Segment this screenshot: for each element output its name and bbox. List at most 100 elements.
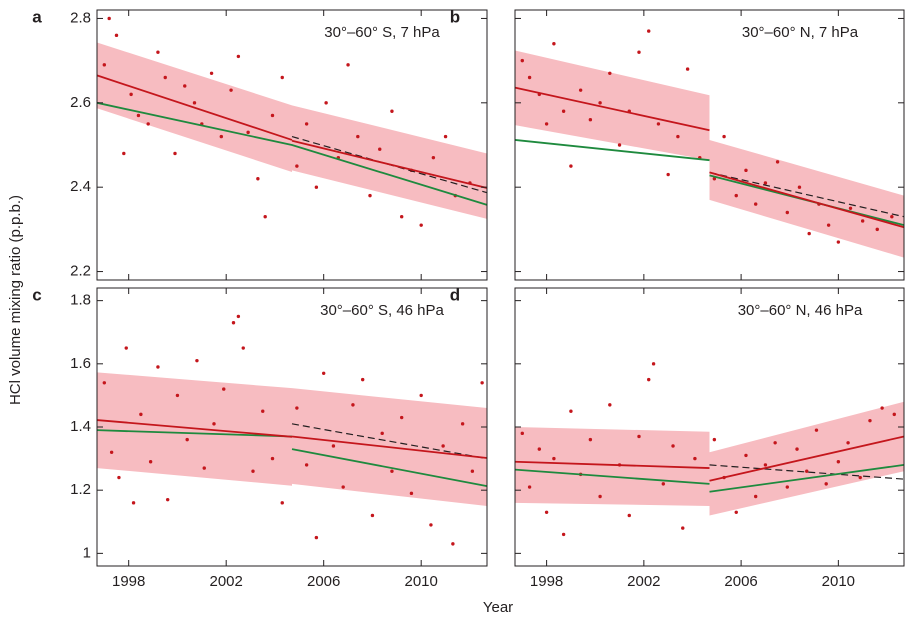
data-point [785, 210, 789, 215]
data-point [734, 193, 738, 198]
x-tick-label: 2002 [627, 573, 660, 590]
data-point [129, 92, 133, 97]
data-point [552, 42, 556, 46]
data-point [785, 485, 789, 489]
data-point [256, 177, 260, 181]
data-point [561, 532, 566, 537]
panel-title: 30°–60° N, 7 hPa [742, 24, 859, 41]
panel-title: 30°–60° S, 7 hPa [324, 24, 440, 41]
y-tick-label: 2.2 [70, 263, 91, 280]
data-point [693, 456, 697, 461]
data-point [321, 371, 326, 375]
x-tick-label: 2002 [210, 573, 243, 590]
data-point [399, 415, 404, 420]
data-point [324, 101, 328, 105]
data-point [753, 202, 758, 206]
data-point [209, 71, 214, 75]
data-point [356, 134, 360, 139]
y-tick-label: 2.6 [70, 94, 91, 111]
data-point [117, 475, 121, 480]
data-point [824, 482, 828, 486]
data-point [807, 231, 811, 236]
data-point [608, 71, 612, 75]
data-point [139, 412, 143, 417]
trend-line [709, 435, 905, 482]
data-point [390, 469, 394, 473]
trend-line [514, 460, 710, 469]
data-point [156, 50, 160, 54]
data-point [346, 63, 350, 67]
data-point [578, 88, 583, 92]
data-point [552, 456, 556, 461]
x-tick-label: 1998 [530, 573, 563, 590]
uncertainty-band [709, 139, 904, 258]
data-point [734, 510, 738, 514]
data-point [805, 469, 809, 473]
data-point [109, 450, 114, 454]
model-line [96, 101, 488, 206]
data-point [544, 510, 549, 514]
y-tick-label: 1.4 [70, 418, 91, 435]
data-point [598, 101, 602, 105]
data-point [676, 134, 680, 139]
data-point [331, 444, 336, 448]
x-axis-label: Year [483, 599, 513, 616]
data-point [231, 321, 236, 325]
data-point [419, 393, 423, 398]
data-point [131, 501, 136, 505]
data-point [390, 109, 394, 113]
data-point [229, 88, 233, 92]
data-point [368, 193, 372, 198]
data-point [102, 63, 107, 67]
data-point [431, 155, 436, 160]
data-point [890, 215, 894, 219]
data-point [251, 469, 255, 473]
data-point [712, 437, 717, 442]
data-point [671, 444, 675, 448]
data-point [569, 164, 573, 168]
x-tick-label: 2010 [405, 573, 438, 590]
data-point [892, 412, 896, 417]
y-tick-label: 1.6 [70, 355, 91, 372]
data-point [202, 466, 206, 470]
data-point [868, 418, 872, 423]
data-point [212, 422, 216, 426]
dashed-line [291, 423, 488, 460]
data-point [175, 393, 180, 398]
data-point [146, 122, 150, 126]
panel-label: c [32, 285, 41, 304]
data-point [280, 501, 284, 505]
data-point [409, 491, 414, 496]
data-point [246, 130, 250, 135]
data-point [795, 447, 799, 451]
panel-title: 30°–60° S, 46 hPa [320, 302, 444, 319]
uncertainty-band [515, 50, 710, 161]
data-point [544, 122, 549, 126]
data-point [561, 109, 566, 113]
y-axis-label: HCl volume mixing ratio (p.p.b.) [7, 195, 24, 405]
trend-line [291, 435, 488, 459]
data-point [826, 223, 831, 227]
data-point [627, 513, 631, 518]
data-point [148, 460, 153, 464]
x-tick-label: 2006 [724, 573, 757, 590]
data-point [647, 29, 651, 33]
data-point [797, 185, 802, 189]
data-point [470, 469, 475, 473]
data-point [656, 122, 661, 126]
data-point [637, 50, 641, 54]
trend-line [709, 171, 905, 229]
data-point [681, 526, 685, 530]
dashed-line [709, 171, 905, 218]
data-point [122, 151, 126, 156]
model-line [514, 139, 710, 162]
model-line [514, 468, 710, 485]
data-point [848, 206, 853, 210]
y-tick-label: 2.4 [70, 178, 91, 195]
x-tick-label: 1998 [112, 573, 145, 590]
data-point [304, 463, 309, 467]
data-point [341, 485, 345, 489]
data-point [712, 177, 717, 181]
data-point [173, 151, 177, 156]
